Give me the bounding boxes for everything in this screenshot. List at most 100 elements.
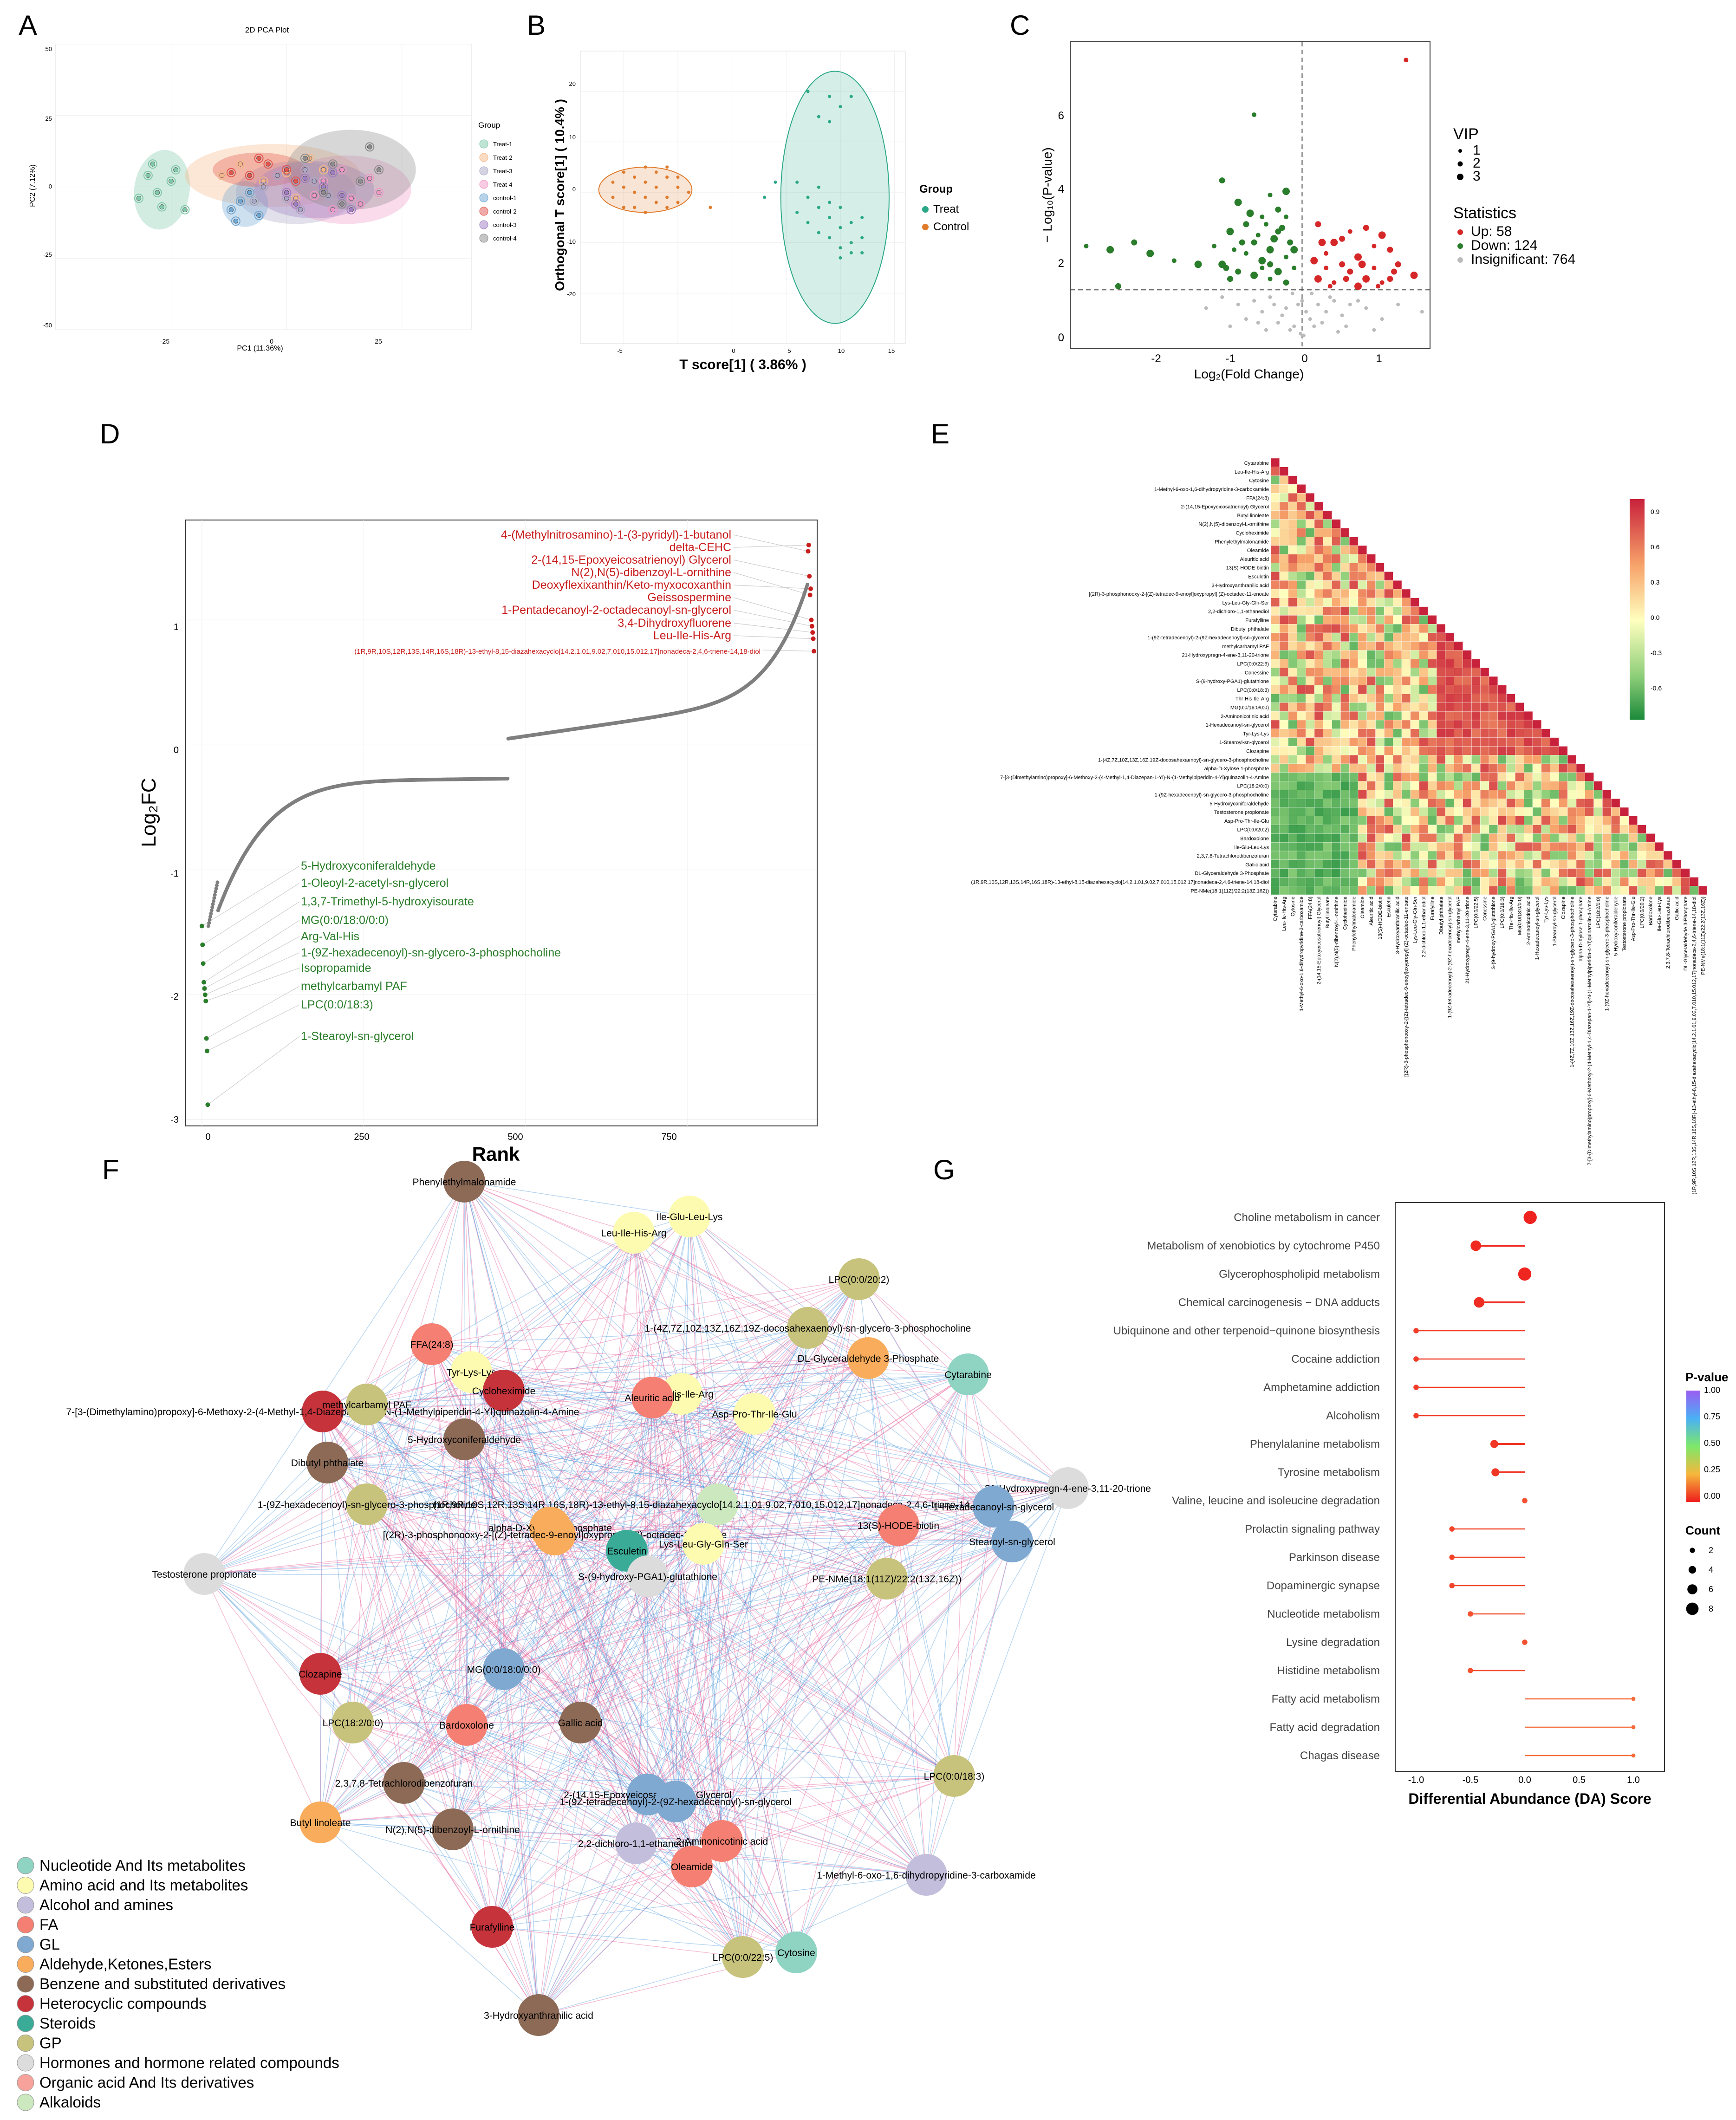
panel-c-point-down xyxy=(1284,254,1288,260)
panel-e-cell xyxy=(1297,554,1306,563)
panel-e-cell xyxy=(1619,842,1629,852)
panel-g-category-label: Cocaine addiction xyxy=(1291,1353,1380,1366)
panel-e-cell xyxy=(1532,781,1541,790)
panel-e-cell xyxy=(1550,798,1559,808)
panel-f-edge xyxy=(691,1358,869,1867)
panel-f-edge xyxy=(352,1413,755,1723)
panel-e-cell xyxy=(1454,781,1463,790)
panel-e-cell xyxy=(1349,842,1359,852)
panel-f-edge xyxy=(754,1413,1013,1542)
panel-f-node-label: S-(9-hydroxy-PGA1)-glutathione xyxy=(578,1572,717,1582)
panel-g-pvalue-ticks: 1.000.750.500.250.00 xyxy=(1704,1385,1720,1501)
panel-f-edge xyxy=(647,1525,899,1795)
panel-e-cell xyxy=(1654,842,1664,852)
panel-e-cell xyxy=(1489,825,1498,834)
panel-a-ellipses xyxy=(134,130,416,230)
panel-g-dot xyxy=(1522,1639,1528,1645)
panel-f-node xyxy=(878,1504,919,1546)
panel-e-cell xyxy=(1419,877,1428,886)
panel-e-cell xyxy=(1410,825,1419,834)
panel-e-cell xyxy=(1366,720,1376,729)
panel-e-cell xyxy=(1559,781,1568,790)
panel-d-point xyxy=(806,542,811,547)
panel-e-col-label: Thr-His-Ile-Arg xyxy=(1508,897,1514,930)
panel-e-cell xyxy=(1366,737,1376,747)
panel-e-cell xyxy=(1410,754,1419,764)
panel-g-category-label: Amphetamine addiction xyxy=(1263,1381,1380,1394)
panel-g-dot xyxy=(1491,1468,1500,1476)
panel-e-cell xyxy=(1270,711,1280,721)
panel-a-ylabel: PC2 (7.12%) xyxy=(29,164,37,207)
panel-e-row-label: LPC(0:0/22:5) xyxy=(1237,662,1269,667)
panel-d-up-leader xyxy=(733,635,813,639)
panel-e-cell xyxy=(1611,816,1620,825)
panel-a-legend: Treat-1Treat-2Treat-3Treat-4control-1con… xyxy=(479,139,517,243)
panel-e-row-label: 2-(14,15-Epoxyeicosatrienoyl) Glycerol xyxy=(1181,504,1269,510)
panel-f-edge xyxy=(464,1181,955,1776)
panel-f-edge xyxy=(898,1374,969,1526)
panel-e-cell xyxy=(1270,728,1280,738)
panel-f-edge xyxy=(464,1181,704,1544)
panel-e-cell xyxy=(1375,580,1385,590)
panel-a-point xyxy=(312,193,317,198)
panel-e-cell xyxy=(1297,798,1306,808)
panel-f-edge xyxy=(403,1397,653,1783)
panel-f-node-label: 7-[3-(Dimethylamino)propoxy]-6-Methoxy-2… xyxy=(66,1407,579,1418)
panel-e-cell xyxy=(1366,580,1376,590)
panel-f-edge xyxy=(366,1504,453,1830)
panel-c-points xyxy=(1084,58,1424,338)
panel-e-cell xyxy=(1366,728,1376,738)
panel-e-cell xyxy=(1392,676,1402,685)
panel-e-cell xyxy=(1340,641,1350,650)
panel-e-cell xyxy=(1611,877,1620,886)
panel-e-cell xyxy=(1532,816,1541,825)
panel-e-cell xyxy=(1375,676,1385,685)
panel-e-cell xyxy=(1463,737,1472,747)
panel-e-cell xyxy=(1279,833,1288,843)
panel-f-edge xyxy=(492,1722,581,1927)
panel-f-edge xyxy=(464,1181,634,1233)
panel-e-cell xyxy=(1384,720,1393,729)
panel-e-cell xyxy=(1506,728,1515,738)
panel-b-ytick-4: -10 xyxy=(567,238,576,245)
panel-e-cell xyxy=(1576,807,1585,816)
panel-e-cell xyxy=(1366,877,1376,886)
panel-f-legend-label: Nucleotide And Its metabolites xyxy=(39,1857,246,1874)
panel-g-category-label: Glycerophospholipid metabolism xyxy=(1219,1268,1380,1281)
panel-c-point-down xyxy=(1194,260,1202,268)
panel-f-node-label: Dibutyl phthalate xyxy=(291,1458,364,1469)
panel-a-pca-plot: 2D PCA Plot -25 0 25 50 25 0 -25 -50 PC1… xyxy=(29,26,517,352)
panel-a-point-ring xyxy=(171,165,181,175)
panel-f-edge xyxy=(503,1390,994,1507)
panel-e-cell xyxy=(1497,868,1507,878)
panel-f-edge xyxy=(366,1344,432,1505)
panel-e-cell xyxy=(1550,842,1559,852)
panel-f-edge xyxy=(327,1181,465,1463)
panel-c-point-up xyxy=(1358,260,1366,268)
panel-a-point-ring xyxy=(254,154,264,163)
panel-e-cell xyxy=(1532,868,1541,878)
panel-e-cell xyxy=(1314,772,1323,781)
panel-e-cell xyxy=(1445,868,1454,878)
panel-e-cell xyxy=(1297,851,1306,860)
panel-e-cell xyxy=(1392,763,1402,773)
panel-d-point xyxy=(810,630,815,635)
panel-e-cell xyxy=(1523,746,1533,755)
panel-e-cell xyxy=(1270,528,1280,537)
panel-e-cell xyxy=(1567,790,1577,799)
panel-f-edge xyxy=(886,1541,1013,1579)
panel-e-cell xyxy=(1305,720,1315,729)
panel-e-cell xyxy=(1489,842,1498,852)
panel-c-point-insignificant xyxy=(1272,302,1276,306)
panel-f-edge xyxy=(886,1488,1068,1579)
panel-e-cell xyxy=(1392,720,1402,729)
panel-a-point xyxy=(284,190,289,195)
panel-d-point xyxy=(202,986,207,991)
panel-e-cell xyxy=(1576,825,1585,834)
panel-d-xlabel: Rank xyxy=(472,1143,520,1165)
panel-g-xtick-5: 1.0 xyxy=(1627,1775,1640,1785)
panel-e-cell xyxy=(1340,650,1350,659)
panel-e-cell xyxy=(1576,816,1585,825)
panel-e-col-label: Oleamide xyxy=(1360,897,1365,918)
panel-e-cell xyxy=(1576,868,1585,878)
